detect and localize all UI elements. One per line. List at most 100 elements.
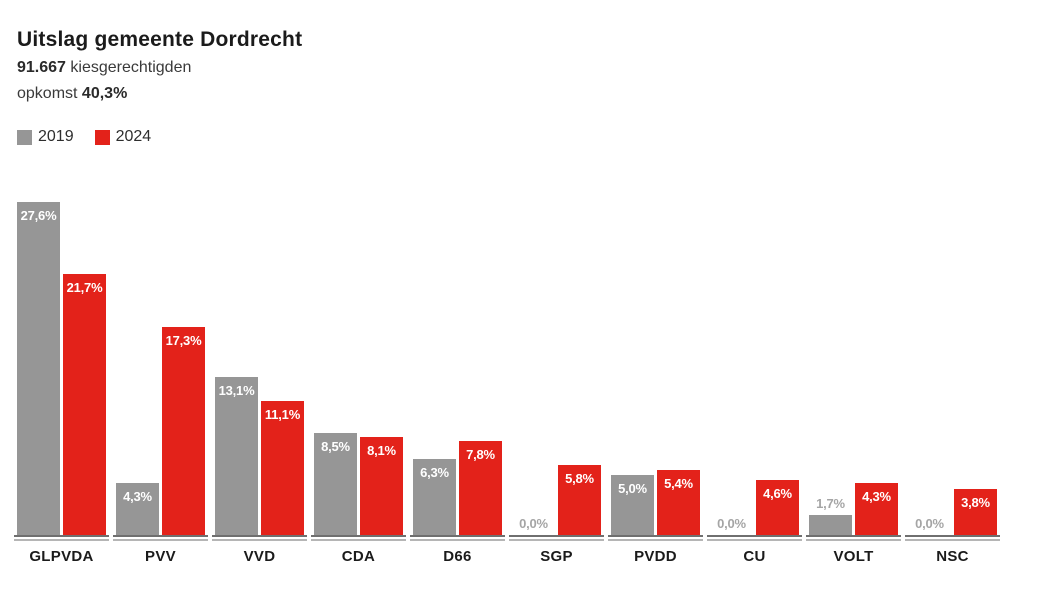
legend-item-2019: 2019: [17, 128, 74, 146]
value-label-2019-nsc: 0,0%: [915, 516, 944, 531]
baseline-dark-line: [608, 535, 703, 537]
baseline-d66: [410, 535, 505, 541]
value-label-2024-nsc: 3,8%: [961, 495, 990, 510]
bar-2024-pvv: 17,3%: [162, 327, 205, 535]
baseline-light-line: [410, 539, 505, 541]
bar-group-cda: 8,5% 8,1% CDA: [311, 202, 406, 565]
bar-group-pvv: 4,3% 17,3% PVV: [113, 202, 208, 565]
value-label-2019-volt: 1,7%: [816, 496, 845, 511]
bar-2019-cda: 8,5%: [314, 433, 357, 535]
bar-group-volt: 1,7% 4,3% VOLT: [806, 202, 901, 565]
bar-group-vvd: 13,1% 11,1% VVD: [212, 202, 307, 565]
baseline-light-line: [14, 539, 109, 541]
bars-sgp: 0,0% 5,8%: [512, 202, 601, 535]
value-label-2019-glpvda: 27,6%: [20, 208, 57, 223]
value-label-2024-volt: 4,3%: [862, 489, 891, 504]
baseline-cu: [707, 535, 802, 541]
bar-group-d66: 6,3% 7,8% D66: [410, 202, 505, 565]
value-label-2024-glpvda: 21,7%: [66, 280, 103, 295]
baseline-light-line: [113, 539, 208, 541]
bar-2019-d66: 6,3%: [413, 459, 456, 535]
bar-2019-vvd: 13,1%: [215, 377, 258, 535]
party-label-volt: VOLT: [833, 548, 874, 565]
bar-2019-glpvda: 27,6%: [17, 202, 60, 535]
baseline-light-line: [311, 539, 406, 541]
baseline-dark-line: [707, 535, 802, 537]
bar-group-cu: 0,0% 4,6% CU: [707, 202, 802, 565]
bars-glpvda: 27,6% 21,7%: [17, 202, 106, 535]
bar-2024-sgp: 5,8%: [558, 465, 601, 535]
bars-cda: 8,5% 8,1%: [314, 202, 403, 535]
baseline-dark-line: [113, 535, 208, 537]
bars-cu: 0,0% 4,6%: [710, 202, 799, 535]
bar-2024-glpvda: 21,7%: [63, 274, 106, 535]
baseline-glpvda: [14, 535, 109, 541]
legend-item-2024: 2024: [94, 128, 151, 146]
party-label-glpvda: GLPVDA: [29, 548, 94, 565]
bar-group-glpvda: 27,6% 21,7% GLPVDA: [14, 202, 109, 565]
electorate-text: 91.667 kiesgerechtigden: [17, 59, 191, 77]
baseline-light-line: [707, 539, 802, 541]
bar-2024-vvd: 11,1%: [261, 401, 304, 535]
value-label-2024-cu: 4,6%: [763, 486, 792, 501]
baseline-light-line: [806, 539, 901, 541]
baseline-dark-line: [509, 535, 604, 537]
baseline-dark-line: [905, 535, 1000, 537]
party-label-cda: CDA: [341, 548, 376, 565]
baseline-pvdd: [608, 535, 703, 541]
baseline-dark-line: [14, 535, 109, 537]
turnout-label: opkomst: [17, 85, 78, 102]
bar-2019-pvv: 4,3%: [116, 483, 159, 535]
value-label-2019-cda: 8,5%: [321, 439, 350, 454]
turnout-value: 40,3%: [81, 85, 128, 102]
value-label-2024-cda: 8,1%: [367, 443, 396, 458]
bar-group-pvdd: 5,0% 5,4% PVDD: [608, 202, 703, 565]
bars-nsc: 0,0% 3,8%: [908, 202, 997, 535]
baseline-sgp: [509, 535, 604, 541]
value-label-2019-d66: 6,3%: [420, 465, 449, 480]
value-label-2024-pvv: 17,3%: [165, 333, 202, 348]
baseline-pvv: [113, 535, 208, 541]
party-label-sgp: SGP: [540, 548, 573, 565]
bar-2024-cu: 4,6%: [756, 480, 799, 535]
baseline-dark-line: [311, 535, 406, 537]
value-label-2024-d66: 7,8%: [466, 447, 495, 462]
baseline-dark-line: [410, 535, 505, 537]
bar-2019-volt: 1,7%: [809, 496, 852, 535]
value-label-2019-sgp: 0,0%: [519, 516, 548, 531]
bars-vvd: 13,1% 11,1%: [215, 202, 304, 535]
baseline-vvd: [212, 535, 307, 541]
party-label-vvd: VVD: [243, 548, 276, 565]
electorate-label: kiesgerechtigden: [70, 59, 192, 76]
value-label-2019-vvd: 13,1%: [218, 383, 255, 398]
bar-chart: 27,6% 21,7% GLPVDA 4,3% 17,3% PVV 13,1% 11,1% VV…: [14, 202, 1000, 565]
bar-2019-pvdd: 5,0%: [611, 475, 654, 535]
bar-2024-d66: 7,8%: [459, 441, 502, 535]
baseline-volt: [806, 535, 901, 541]
bar-group-sgp: 0,0% 5,8% SGP: [509, 202, 604, 565]
bars-volt: 1,7% 4,3%: [809, 202, 898, 535]
value-label-2019-pvv: 4,3%: [123, 489, 152, 504]
bar-2024-nsc: 3,8%: [954, 489, 997, 535]
baseline-dark-line: [806, 535, 901, 537]
bars-pvv: 4,3% 17,3%: [116, 202, 205, 535]
bars-pvdd: 5,0% 5,4%: [611, 202, 700, 535]
turnout-text: opkomst 40,3%: [17, 85, 127, 103]
party-label-pvdd: PVDD: [634, 548, 677, 565]
value-label-2019-cu: 0,0%: [717, 516, 746, 531]
baseline-nsc: [905, 535, 1000, 541]
party-label-d66: D66: [443, 548, 472, 565]
bar-2024-pvdd: 5,4%: [657, 470, 700, 535]
legend: 2019 2024: [17, 128, 151, 146]
value-label-2024-sgp: 5,8%: [565, 471, 594, 486]
value-label-2019-pvdd: 5,0%: [618, 481, 647, 496]
baseline-light-line: [608, 539, 703, 541]
bar-2024-cda: 8,1%: [360, 437, 403, 535]
bar-2024-volt: 4,3%: [855, 483, 898, 535]
value-label-2024-pvdd: 5,4%: [664, 476, 693, 491]
bars-d66: 6,3% 7,8%: [413, 202, 502, 535]
page-title: Uitslag gemeente Dordrecht: [17, 28, 303, 51]
party-label-cu: CU: [743, 548, 766, 565]
baseline-light-line: [509, 539, 604, 541]
